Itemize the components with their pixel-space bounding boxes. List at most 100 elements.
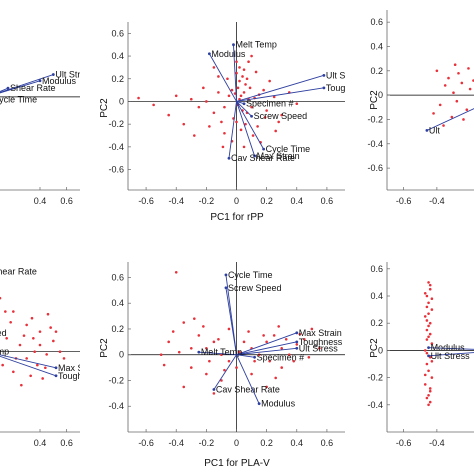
loading-vector-tip <box>322 73 326 77</box>
x-tick-label: -0.2 <box>199 196 215 206</box>
chart-panel-bottom-middle: Cycle Time Screw Speed Max StrainToughness… <box>99 262 345 469</box>
data-point <box>45 353 48 356</box>
loading-label: Shear Rate <box>10 83 56 93</box>
data-point <box>242 68 246 71</box>
x-tick-label: 0.2 <box>260 438 273 448</box>
loading-label: Toughness <box>299 337 343 347</box>
data-point <box>460 81 464 85</box>
y-tick-label: -0.6 <box>367 163 383 173</box>
data-point <box>427 281 430 284</box>
data-point <box>287 353 291 357</box>
loading-label: Shear Rate <box>0 266 37 276</box>
data-point <box>250 54 253 58</box>
data-point <box>208 359 211 363</box>
loading-vector <box>236 347 297 356</box>
y-tick-label: 0 <box>378 90 383 100</box>
y-tick-label: 0.4 <box>370 41 383 51</box>
y-tick-label: 0.2 <box>370 318 383 328</box>
data-point <box>223 131 226 135</box>
data-point <box>250 372 253 376</box>
data-point <box>5 337 8 340</box>
data-point <box>238 79 241 83</box>
data-point <box>430 342 434 345</box>
loading-vector-tip <box>295 331 299 335</box>
data-point <box>197 334 201 337</box>
x-tick-label: 0.4 <box>291 196 304 206</box>
data-point <box>36 363 39 367</box>
data-point <box>41 377 44 380</box>
data-point <box>272 95 276 99</box>
data-point <box>4 310 7 313</box>
data-point <box>295 343 299 346</box>
data-point <box>425 328 429 332</box>
data-point <box>29 374 32 378</box>
x-tick-label: 0.6 <box>60 196 73 206</box>
loading-label: Modulus <box>261 399 296 409</box>
data-point <box>457 71 460 75</box>
data-point <box>430 308 434 311</box>
data-point <box>167 113 170 117</box>
data-point <box>220 379 223 382</box>
data-point <box>189 366 193 369</box>
data-point <box>25 357 28 360</box>
data-point <box>262 334 265 337</box>
loading-label: Ult <box>429 125 440 135</box>
data-point <box>58 350 62 353</box>
x-tick-label: 0 <box>234 196 239 206</box>
loading-vector-tip <box>427 354 430 358</box>
data-point <box>30 316 34 320</box>
loading-label: Screw Speed <box>254 111 308 121</box>
x-tick-label: -0.4 <box>429 196 445 206</box>
data-point <box>227 359 231 363</box>
data-point <box>235 120 238 124</box>
data-point <box>167 340 170 344</box>
loading-vector-tip <box>224 286 228 290</box>
loading-label: Modulus <box>211 49 246 59</box>
y-tick-label: 0.4 <box>111 298 124 308</box>
data-point <box>235 60 238 64</box>
y-tick-label: -0.2 <box>108 119 124 129</box>
loading-vector <box>428 347 474 350</box>
data-point <box>427 324 430 328</box>
loading-label: Modulus <box>431 343 466 353</box>
loading-vector <box>0 354 57 369</box>
data-point <box>182 321 186 324</box>
data-point <box>425 294 429 298</box>
data-point <box>226 77 229 81</box>
data-point <box>227 327 231 331</box>
data-point <box>428 387 432 390</box>
data-point <box>248 86 252 90</box>
data-point <box>171 330 175 333</box>
data-point <box>428 332 432 336</box>
data-point <box>262 88 265 92</box>
data-point <box>193 134 196 137</box>
loading-vector <box>225 287 237 355</box>
loading-vector-tip <box>212 388 216 391</box>
loading-vector-tip <box>253 154 256 158</box>
data-point <box>242 340 246 344</box>
loading-label: Max Strain <box>299 328 342 338</box>
data-point <box>247 330 250 333</box>
data-point <box>428 400 432 404</box>
data-point <box>227 94 231 98</box>
loading-label: Specimen # <box>257 352 305 362</box>
data-point <box>12 370 15 374</box>
y-tick-label: 0.4 <box>111 51 124 61</box>
data-point <box>1 363 4 367</box>
data-point <box>263 116 267 119</box>
data-point <box>12 310 15 313</box>
data-point <box>32 337 35 340</box>
data-point <box>247 60 250 64</box>
data-point <box>189 346 193 350</box>
data-point <box>244 83 247 86</box>
data-point <box>430 359 434 363</box>
data-point <box>223 105 226 109</box>
y-tick-label: -0.4 <box>367 139 383 149</box>
x-tick-label: -0.6 <box>396 196 412 206</box>
data-point <box>236 86 240 90</box>
x-axis-label: PC1 for PLA-V <box>204 458 270 469</box>
x-tick-label: 0.6 <box>321 196 334 206</box>
y-tick-label: 0 <box>119 350 124 360</box>
data-point <box>442 124 445 127</box>
